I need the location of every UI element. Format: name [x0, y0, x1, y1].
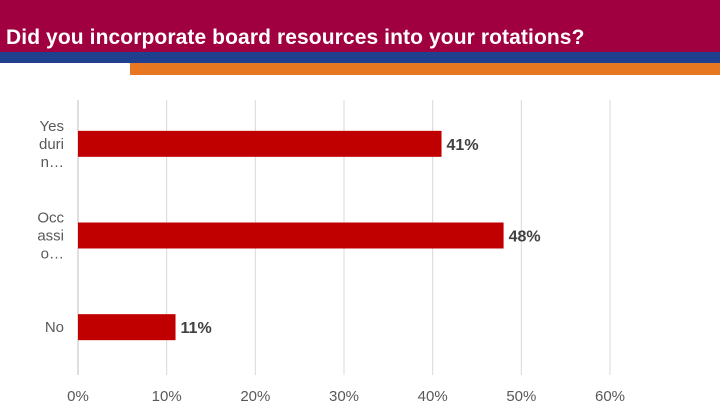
orange-accent-stripe: [0, 63, 720, 75]
x-tick-label: 40%: [418, 388, 448, 405]
title-banner: Did you incorporate board resources into…: [0, 0, 720, 52]
x-tick-label: 10%: [152, 388, 182, 405]
category-label: Occ assi o…: [37, 210, 64, 263]
bar: [78, 222, 504, 249]
bar-chart: 0% 10% 20% 30% 40% 50% 60% 41% Yes duri n… 48% Occ as…: [37, 100, 625, 405]
stripe-notch: [0, 63, 130, 75]
x-tick-label: 60%: [595, 388, 625, 405]
data-label: 48%: [509, 229, 541, 246]
category-label: No: [45, 319, 64, 336]
x-tick-label: 20%: [240, 388, 270, 405]
bar: [78, 130, 442, 157]
x-tick-label: 30%: [329, 388, 359, 405]
data-label: 11%: [181, 320, 212, 337]
x-tick-label: 50%: [506, 388, 536, 405]
category-label: Yes duri n…: [39, 118, 64, 171]
data-label: 41%: [447, 137, 479, 154]
page-title: Did you incorporate board resources into…: [6, 26, 585, 49]
bar: [78, 314, 176, 341]
blue-accent-stripe: [0, 52, 720, 63]
x-tick-label: 0%: [67, 388, 89, 405]
